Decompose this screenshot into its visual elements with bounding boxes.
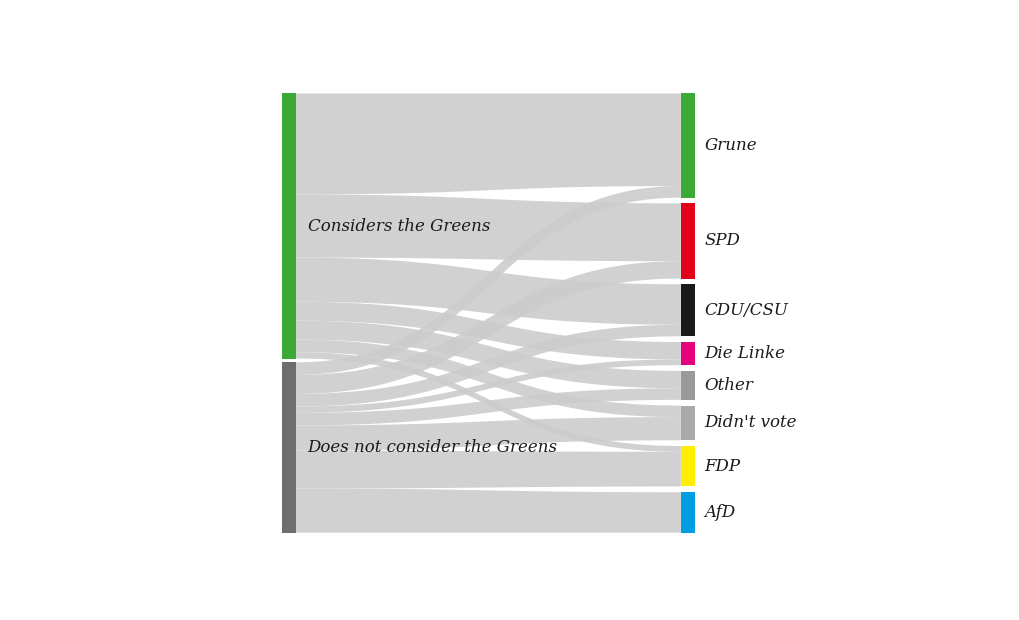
- Polygon shape: [296, 360, 681, 413]
- Polygon shape: [296, 388, 681, 425]
- Polygon shape: [296, 261, 681, 394]
- Bar: [681, 94, 694, 198]
- Text: Does not consider the Greens: Does not consider the Greens: [308, 439, 557, 456]
- Polygon shape: [296, 451, 681, 489]
- Text: Didn't vote: Didn't vote: [704, 414, 796, 432]
- Text: AfD: AfD: [704, 504, 735, 521]
- Polygon shape: [296, 321, 681, 388]
- Polygon shape: [296, 302, 681, 360]
- Bar: [681, 371, 694, 400]
- Polygon shape: [296, 94, 681, 195]
- Text: Other: Other: [704, 377, 753, 394]
- Text: SPD: SPD: [704, 232, 740, 249]
- Text: FDP: FDP: [704, 458, 740, 475]
- Text: Die Linke: Die Linke: [704, 345, 785, 362]
- Text: CDU/CSU: CDU/CSU: [704, 302, 788, 319]
- Polygon shape: [296, 340, 681, 417]
- Bar: [681, 492, 694, 533]
- Bar: [681, 203, 694, 278]
- Polygon shape: [296, 489, 681, 533]
- Bar: [681, 342, 694, 365]
- Polygon shape: [296, 186, 681, 375]
- Polygon shape: [296, 325, 681, 407]
- Bar: [681, 446, 694, 487]
- Bar: [681, 405, 694, 440]
- Bar: [281, 94, 296, 358]
- Text: Grune: Grune: [704, 137, 756, 154]
- Polygon shape: [296, 352, 681, 452]
- Polygon shape: [296, 195, 681, 261]
- Bar: [681, 284, 694, 336]
- Bar: [281, 362, 296, 533]
- Polygon shape: [296, 257, 681, 325]
- Text: Considers the Greens: Considers the Greens: [308, 218, 489, 234]
- Polygon shape: [296, 417, 681, 451]
